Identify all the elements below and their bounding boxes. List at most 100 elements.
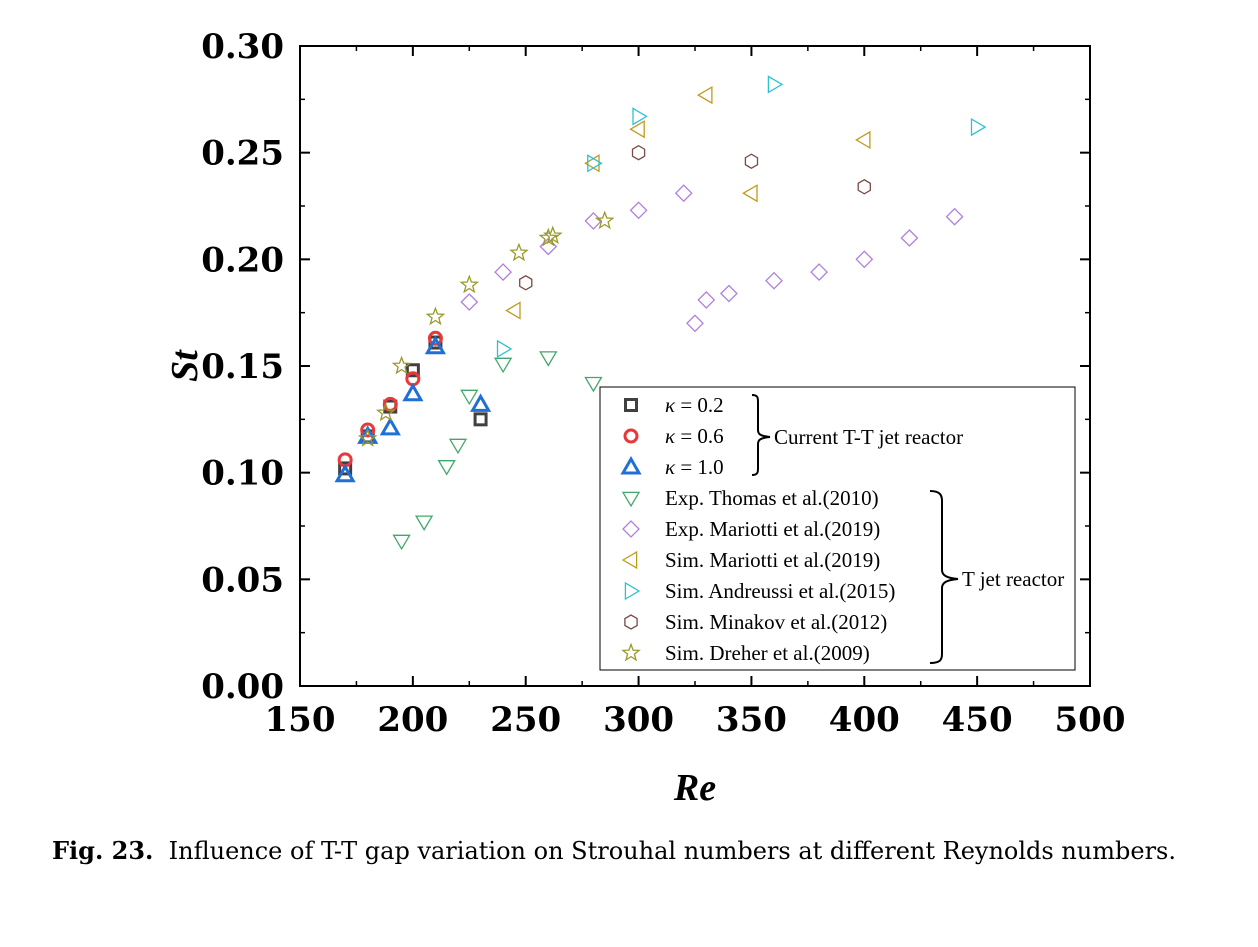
x-tick-label: 400	[829, 700, 900, 740]
legend-kappa: κ	[665, 424, 676, 448]
legend-marker-star	[621, 642, 641, 662]
data-point-star	[594, 210, 615, 230]
data-point-diamond	[629, 201, 648, 220]
legend-marker-hexagon	[624, 614, 638, 630]
data-point-star	[391, 355, 412, 375]
legend-label: Exp. Mariotti et al.(2019)	[665, 517, 880, 541]
data-point-diamond	[765, 271, 783, 290]
y-tick-label: 0.15	[201, 347, 284, 387]
legend-kappa: κ	[665, 455, 676, 479]
legend-label: κ = 1.0	[665, 455, 724, 479]
data-point-diamond	[460, 293, 479, 311]
legend-marker-square	[624, 398, 638, 412]
legend-marker-triangle-left	[621, 550, 638, 570]
data-point-triangle-left	[629, 120, 645, 139]
data-point-diamond	[686, 314, 704, 333]
data-point-triangle-right	[767, 75, 784, 94]
data-point-triangle-up	[402, 382, 424, 402]
data-point-diamond	[697, 290, 716, 309]
caption-label: Fig. 23.	[52, 836, 154, 865]
data-point-triangle-down	[493, 357, 513, 374]
figure-caption: Fig. 23. Influence of T-T gap variation …	[52, 836, 1252, 865]
data-point-triangle-up	[470, 393, 492, 412]
legend-marker-triangle-right	[624, 581, 641, 601]
legend-brace-current	[751, 394, 771, 476]
data-point-triangle-down	[539, 351, 558, 367]
legend-label: Exp. Thomas et al.(2010)	[665, 486, 879, 510]
legend-label: Sim. Minakov et al.(2012)	[665, 610, 887, 634]
x-tick-label: 350	[716, 700, 787, 740]
data-point-star	[459, 274, 480, 294]
legend-label: Sim. Dreher et al.(2009)	[665, 641, 870, 665]
data-point-star	[425, 306, 446, 326]
y-tick-label: 0.00	[201, 667, 284, 707]
legend-group-t-jet: T jet reactor	[962, 567, 1064, 591]
data-point-triangle-left	[505, 301, 521, 320]
y-axis-title: St	[164, 349, 206, 382]
data-point-hexagon	[519, 275, 533, 291]
caption-text: Influence of T-T gap variation on Strouh…	[168, 837, 1177, 865]
legend-label: Sim. Andreussi et al.(2015)	[665, 579, 895, 603]
data-point-diamond	[674, 184, 693, 203]
legend-marker-triangle-down	[621, 491, 641, 508]
data-point-diamond	[855, 250, 874, 269]
data-point-diamond	[900, 229, 919, 247]
data-point-triangle-left	[742, 184, 758, 203]
data-point-triangle-left	[697, 85, 713, 105]
data-point-star	[375, 402, 396, 422]
x-tick-labels: 150 200 250 300 350 400 450 500	[265, 700, 1126, 740]
legend-marker-circle	[623, 428, 639, 444]
x-tick-label: 150	[265, 700, 336, 740]
data-point-triangle-down	[437, 460, 456, 476]
data-point-triangle-up	[379, 416, 401, 436]
legend-label: κ = 0.6	[665, 424, 724, 448]
data-point-triangle-down	[584, 376, 603, 393]
data-point-diamond	[945, 207, 964, 226]
data-point-hexagon	[857, 179, 871, 195]
data-point-triangle-down	[392, 534, 411, 551]
legend-kappa: κ	[665, 393, 676, 417]
x-axis-title: Re	[673, 767, 716, 809]
y-tick-label: 0.30	[201, 27, 284, 67]
y-tick-labels: 0.00 0.05 0.10 0.15 0.20 0.25 0.30	[201, 27, 284, 707]
data-point-triangle-right	[632, 107, 648, 126]
legend-marker-diamond	[622, 520, 640, 538]
data-point-circle	[427, 330, 443, 346]
data-point-star	[542, 225, 563, 245]
data-point-triangle-down	[448, 438, 468, 455]
data-point-hexagon	[631, 144, 646, 161]
legend-marker-triangle-up	[620, 455, 642, 475]
data-point-triangle-left	[584, 154, 600, 173]
data-point-diamond	[494, 263, 513, 282]
data-point-square	[405, 363, 420, 378]
y-tick-label: 0.20	[201, 240, 284, 280]
legend-group-current: Current T-T jet reactor	[774, 425, 963, 449]
data-point-triangle-down	[414, 515, 434, 531]
legend-kappa-value: = 0.2	[675, 393, 724, 417]
data-point-triangle-right	[970, 117, 987, 137]
legend-kappa-value: = 0.6	[675, 424, 724, 448]
data-point-star	[509, 242, 529, 262]
data-point-triangle-left	[855, 130, 871, 150]
data-point-square	[473, 412, 488, 427]
legend-label: Sim. Mariotti et al.(2019)	[665, 548, 880, 572]
data-point-hexagon	[744, 153, 759, 169]
y-tick-label: 0.05	[201, 560, 284, 600]
x-tick-label: 200	[377, 700, 448, 740]
legend-label: κ = 0.2	[665, 393, 724, 417]
data-point-triangle-up	[334, 463, 356, 483]
y-tick-label: 0.25	[201, 134, 284, 174]
data-points	[334, 75, 987, 551]
data-point-triangle-right	[496, 339, 513, 359]
legend-brace-t-jet	[929, 490, 959, 664]
legend-box	[599, 386, 1076, 671]
data-point-circle	[360, 422, 376, 438]
data-point-square	[338, 461, 353, 476]
data-point-triangle-down	[460, 389, 479, 406]
data-point-diamond	[719, 284, 738, 303]
data-point-triangle-up	[424, 335, 446, 355]
data-point-triangle-right	[587, 154, 603, 173]
